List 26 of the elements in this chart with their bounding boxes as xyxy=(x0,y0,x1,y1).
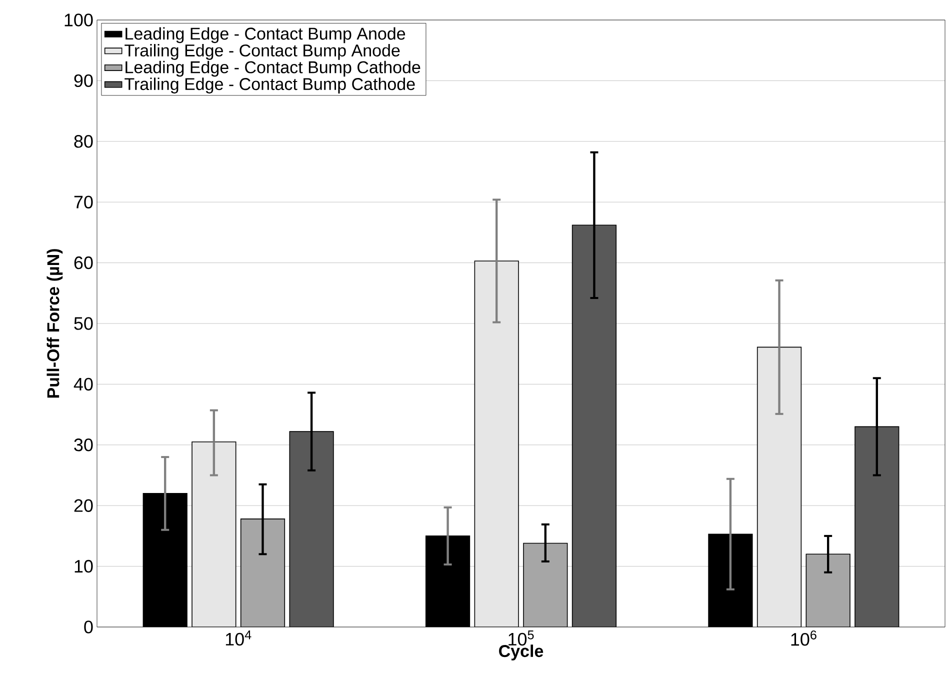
legend-label: Trailing Edge - Contact Bump Cathode xyxy=(124,78,415,94)
legend-label: Trailing Edge - Contact Bump Anode xyxy=(124,44,400,60)
y-tick-label: 20 xyxy=(74,499,93,512)
y-tick-label: 70 xyxy=(74,196,93,208)
y-tick-label: 100 xyxy=(64,14,93,26)
bar xyxy=(192,441,236,627)
x-tick-label: 10$^{4}$ xyxy=(226,630,252,646)
y-tick-label: 40 xyxy=(74,378,93,391)
x-axis-title: Cycle xyxy=(499,644,544,660)
legend-label: Leading Edge - Contact Bump Anode xyxy=(126,27,406,44)
bar xyxy=(289,431,334,627)
bar xyxy=(572,224,617,627)
y-tick-label: 10 xyxy=(74,560,93,573)
y-tick-label: 0 xyxy=(84,620,93,634)
bar xyxy=(854,426,900,627)
legend-label: Leading Edge - Contact Bump Cathode xyxy=(126,60,420,77)
bar xyxy=(474,260,519,627)
y-axis-title: Pull-Off Force (µN) xyxy=(46,249,63,398)
y-tick-label: 60 xyxy=(74,256,93,270)
y-tick-label: 90 xyxy=(74,74,93,88)
x-tick-label: 10$^{6}$ xyxy=(791,630,816,646)
y-tick-label: 80 xyxy=(74,135,93,148)
bar xyxy=(756,346,802,627)
y-tick-label: 30 xyxy=(74,438,93,452)
y-tick-label: 50 xyxy=(74,317,93,330)
x-tick-label: 10$^{5}$ xyxy=(508,630,534,646)
